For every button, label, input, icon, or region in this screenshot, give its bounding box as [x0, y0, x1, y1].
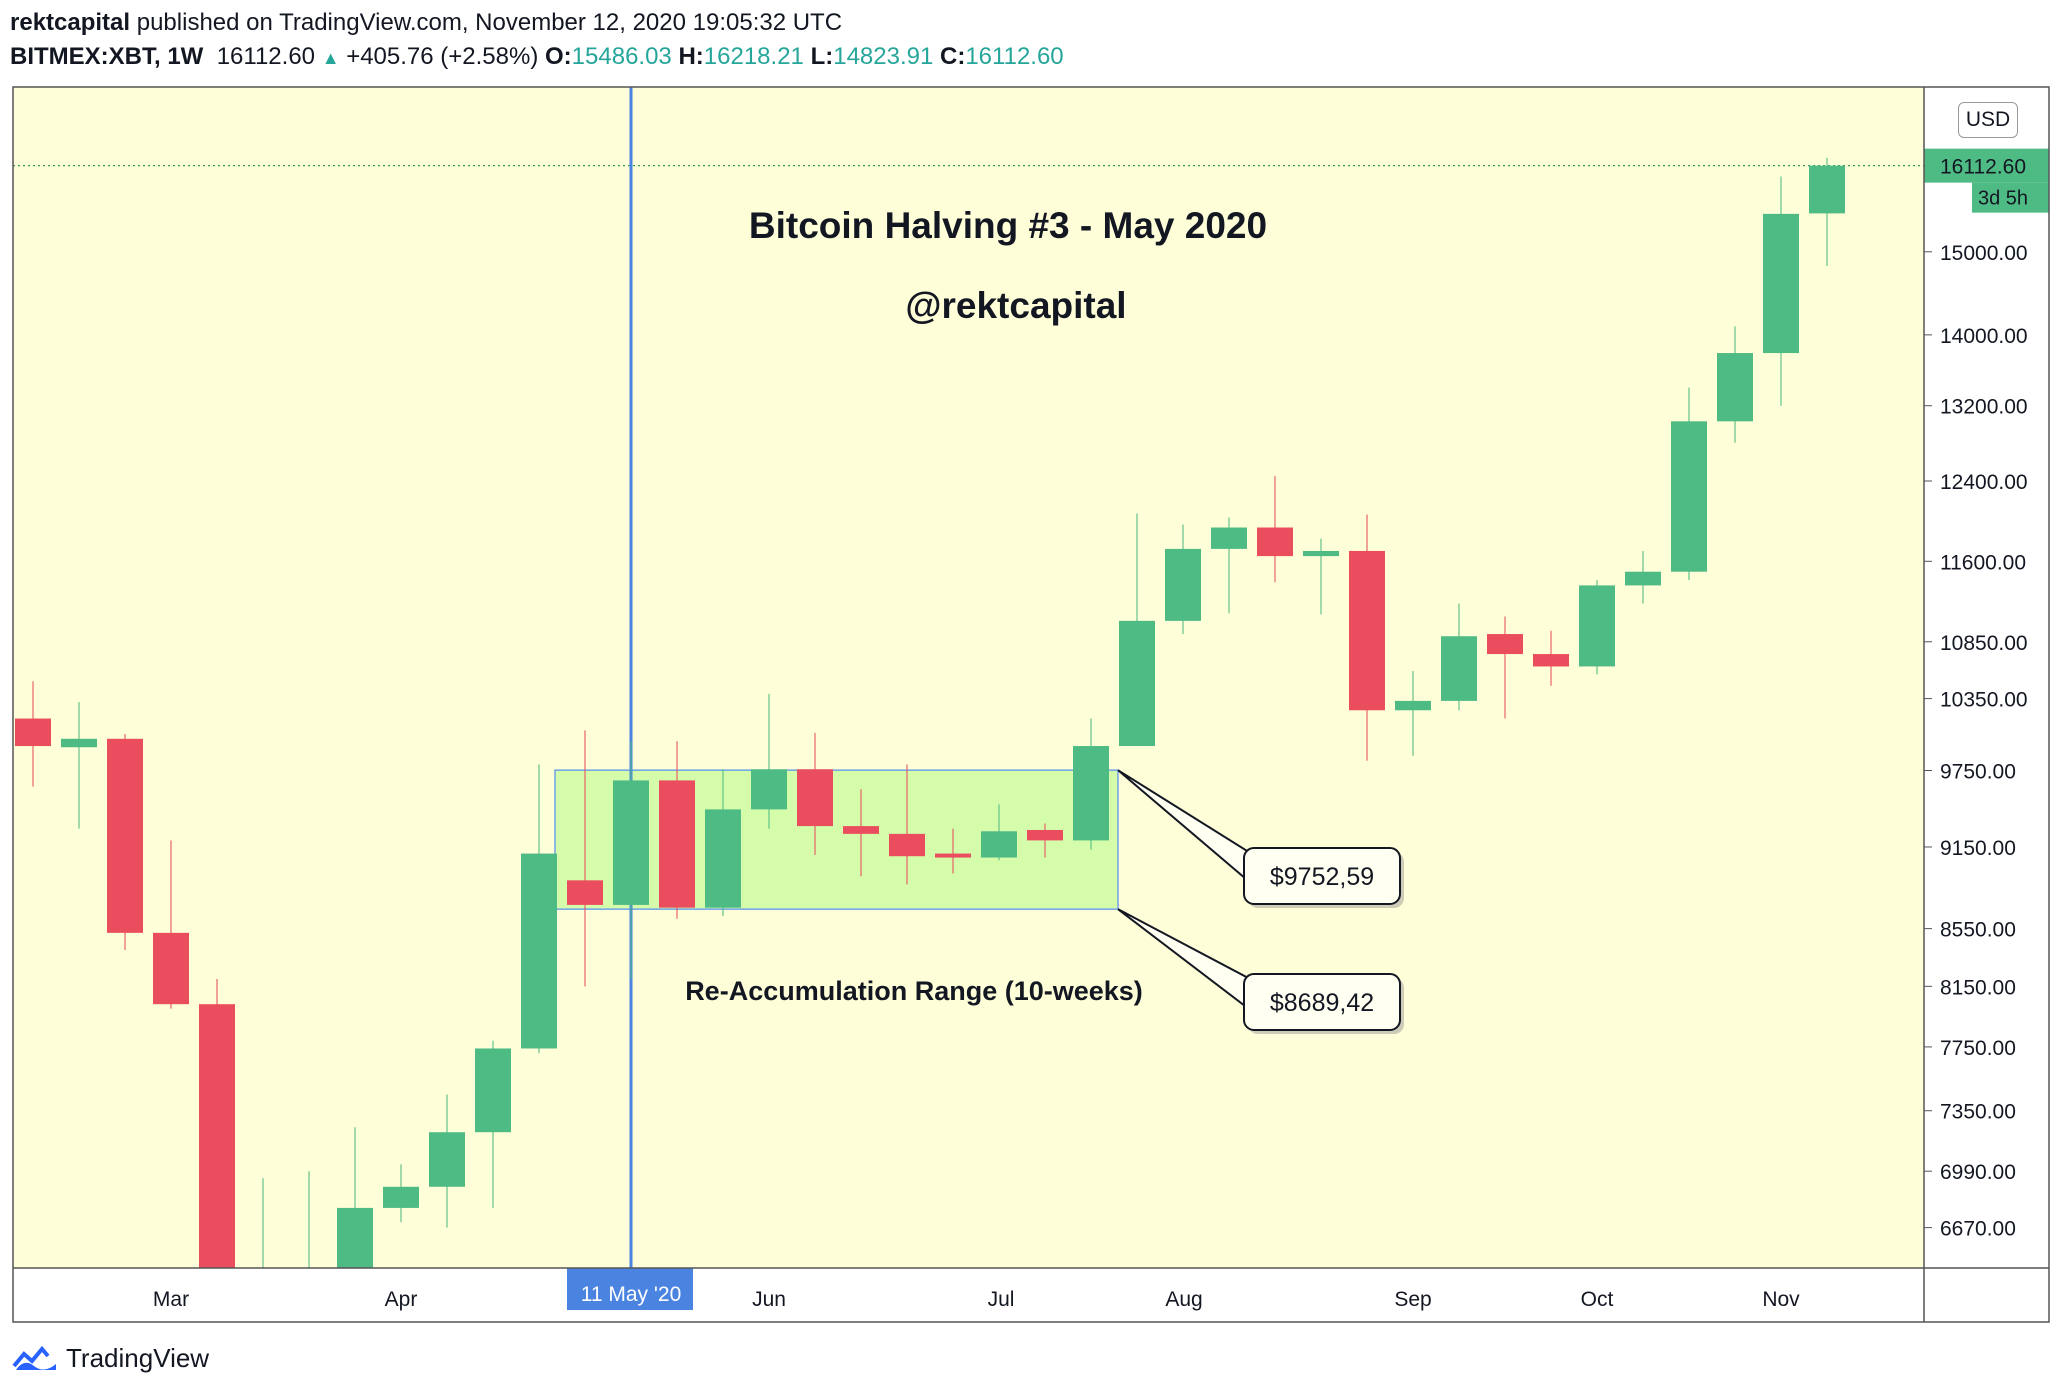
tradingview-logo-icon: [12, 1345, 56, 1370]
price-axis-label: 12400.00: [1940, 471, 2028, 494]
ticker-symbol: BITMEX:XBT, 1W: [10, 43, 204, 70]
price-axis-label: 14000.00: [1940, 325, 2028, 348]
candle-body: [751, 769, 787, 810]
time-axis-label: Jun: [752, 1288, 786, 1311]
candle-body: [475, 1048, 511, 1133]
plot-background: [13, 87, 1924, 1268]
candle-body: [61, 738, 97, 748]
candle-body: [337, 1207, 373, 1268]
countdown-tag: [1972, 182, 2049, 213]
price-axis-label: 8150.00: [1940, 976, 2016, 999]
candle-body: [889, 833, 925, 857]
candle-body: [1717, 353, 1753, 422]
candle-body: [1073, 746, 1109, 841]
price-axis-label: 11600.00: [1940, 551, 2026, 574]
time-axis-label: Nov: [1762, 1288, 1800, 1311]
candle-body: [843, 826, 879, 834]
price-axis-background: [1924, 87, 2049, 1322]
price-axis-label: 8550.00: [1940, 919, 2016, 942]
price-axis-label: 15000.00: [1940, 242, 2028, 265]
close-label: C:: [940, 43, 966, 70]
price-axis-label: 6990.00: [1940, 1161, 2016, 1184]
publish-header: rektcapital published on TradingView.com…: [10, 6, 842, 40]
tradingview-footer: TradingView: [12, 1340, 209, 1376]
range-label: Re-Accumulation Range (10-weeks): [685, 976, 1143, 1006]
range-top-callout-box: [1243, 847, 1401, 905]
candle-body: [659, 780, 695, 908]
open-label: O:: [545, 43, 572, 70]
candle-body: [1303, 550, 1339, 557]
candle-body: [1395, 700, 1431, 711]
candle-body: [935, 853, 971, 858]
high-value: 16218.21: [703, 43, 804, 70]
chart-title: Bitcoin Halving #3 - May 2020: [749, 205, 1267, 246]
time-axis-label: Sep: [1394, 1288, 1431, 1311]
price-axis-label: 10850.00: [1940, 632, 2028, 655]
candle-body: [429, 1132, 465, 1187]
halving-date-label: 11 May '20: [581, 1283, 682, 1306]
chart-frame-border: [12, 86, 2050, 1323]
candle-body: [15, 718, 51, 747]
price-axis-label: 9150.00: [1940, 837, 2016, 860]
candle-body: [1625, 571, 1661, 586]
time-axis-label: Jul: [988, 1288, 1015, 1311]
candle-body: [1119, 620, 1155, 747]
currency-button[interactable]: USD: [1958, 102, 2018, 138]
price-axis-label: 6670.00: [1940, 1218, 2016, 1241]
price-axis-label: 13200.00: [1940, 396, 2028, 419]
price-axis-label: 7750.00: [1940, 1037, 2016, 1060]
time-axis-label: Aug: [1165, 1288, 1202, 1311]
range-bottom-callout-box: [1243, 973, 1401, 1031]
candle-body: [1579, 585, 1615, 667]
candle-body: [153, 932, 189, 1005]
candle-body: [1165, 548, 1201, 621]
candle-body: [705, 809, 741, 908]
chart-subtitle: @rektcapital: [905, 285, 1126, 326]
close-value: 16112.60: [965, 43, 1064, 70]
candle-body: [383, 1186, 419, 1208]
candle-body: [1027, 829, 1063, 841]
price-axis-label: 10350.00: [1940, 689, 2028, 712]
candle-body: [567, 880, 603, 905]
candle-body: [1487, 634, 1523, 655]
tradingview-wordmark: TradingView: [66, 1342, 210, 1373]
candle-body: [521, 853, 557, 1049]
time-axis-background: [13, 1268, 1924, 1322]
halving-date-tag: [567, 1268, 693, 1310]
up-triangle-icon: ▲: [321, 48, 340, 68]
candle-body: [1533, 654, 1569, 667]
ticker-line: BITMEX:XBT, 1W 16112.60 ▲ +405.76 (+2.58…: [10, 40, 1064, 75]
candle-body: [1671, 421, 1707, 572]
candle-body: [1349, 550, 1385, 711]
price-change: +405.76 (+2.58%): [346, 43, 539, 70]
range-top-callout-label: $9752,59: [1270, 863, 1374, 891]
author-name: rektcapital: [10, 9, 131, 36]
candle-body: [107, 738, 143, 933]
price-axis-label: 7350.00: [1940, 1101, 2016, 1124]
candle-body: [1257, 527, 1293, 557]
candle-body: [797, 769, 833, 827]
publish-info: published on TradingView.com, November 1…: [136, 9, 843, 36]
time-axis-label: Oct: [1581, 1288, 1614, 1311]
candle-body: [613, 780, 649, 905]
high-label: H:: [678, 43, 704, 70]
last-price-tag: [1924, 148, 2049, 183]
candle-body: [199, 1004, 235, 1268]
last-price: 16112.60: [216, 43, 316, 70]
open-value: 15486.03: [571, 43, 672, 70]
time-axis-label: Apr: [385, 1288, 418, 1311]
range-bottom-callout-label: $8689,42: [1270, 989, 1374, 1017]
candle-body: [1211, 527, 1247, 549]
low-value: 14823.91: [833, 43, 934, 70]
candle-body: [1763, 213, 1799, 354]
candle-body: [1441, 636, 1477, 701]
price-axis-label: 9750.00: [1940, 760, 2016, 783]
candle-body: [1809, 165, 1845, 214]
candle-body: [981, 831, 1017, 858]
countdown-label: 3d 5h: [1978, 188, 2028, 210]
time-axis-label: Mar: [153, 1288, 189, 1311]
low-label: L:: [810, 43, 834, 70]
last-price-tag-label: 16112.60: [1940, 156, 2026, 179]
